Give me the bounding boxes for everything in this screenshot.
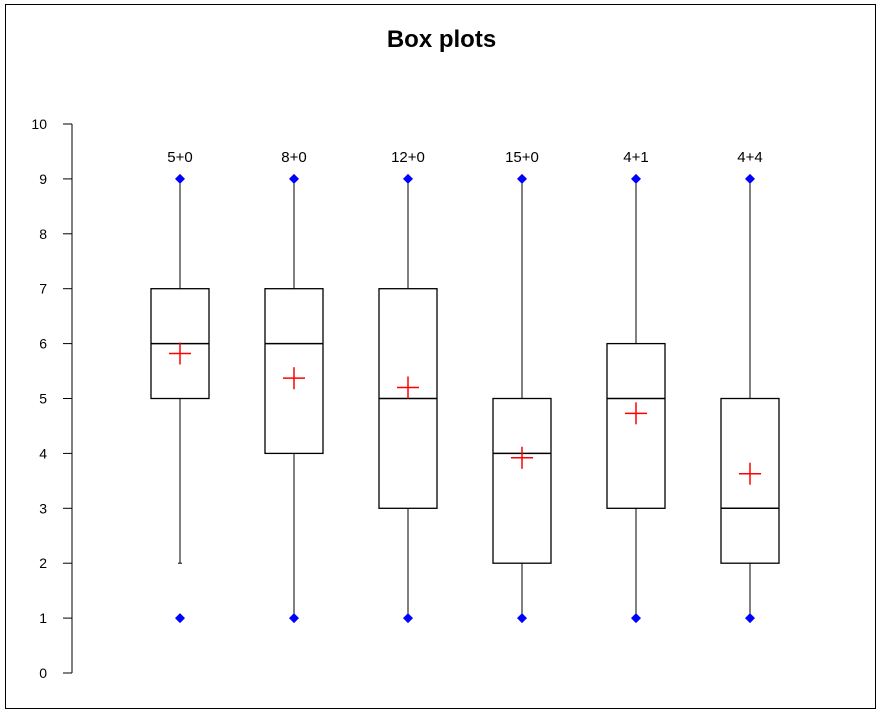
chart-frame xyxy=(5,4,876,709)
outlier-point xyxy=(745,173,755,184)
outlier-point xyxy=(289,613,299,624)
outlier-point xyxy=(403,173,413,184)
category-label: 12+0 xyxy=(391,149,425,166)
category-label: 8+0 xyxy=(281,149,306,166)
box-iqr xyxy=(606,342,666,509)
category-label: 5+0 xyxy=(167,149,192,166)
y-tick-label: 9 xyxy=(39,171,47,187)
outlier-point xyxy=(403,613,413,624)
y-tick-label: 4 xyxy=(39,445,47,461)
y-tick-label: 7 xyxy=(39,281,47,297)
outlier-point xyxy=(175,613,185,624)
category-label: 15+0 xyxy=(505,149,539,166)
outlier-point xyxy=(175,173,185,184)
y-tick-label: 8 xyxy=(39,226,47,242)
outlier-point xyxy=(517,613,527,624)
category-label: 4+4 xyxy=(737,149,762,166)
chart-title: Box plots xyxy=(386,26,497,53)
outlier-point xyxy=(517,173,527,184)
y-tick-label: 3 xyxy=(39,500,47,516)
y-tick-label: 2 xyxy=(39,555,47,571)
y-tick-label: 6 xyxy=(39,336,47,352)
y-tick-label: 10 xyxy=(31,116,47,132)
outlier-point xyxy=(289,173,299,184)
y-tick-label: 1 xyxy=(39,610,47,626)
y-tick-label: 0 xyxy=(39,665,47,681)
category-label: 4+1 xyxy=(623,149,648,166)
outlier-point xyxy=(631,613,641,624)
outlier-point xyxy=(631,173,641,184)
y-tick-label: 5 xyxy=(39,391,47,407)
box-iqr xyxy=(492,397,552,564)
outlier-point xyxy=(745,613,755,624)
